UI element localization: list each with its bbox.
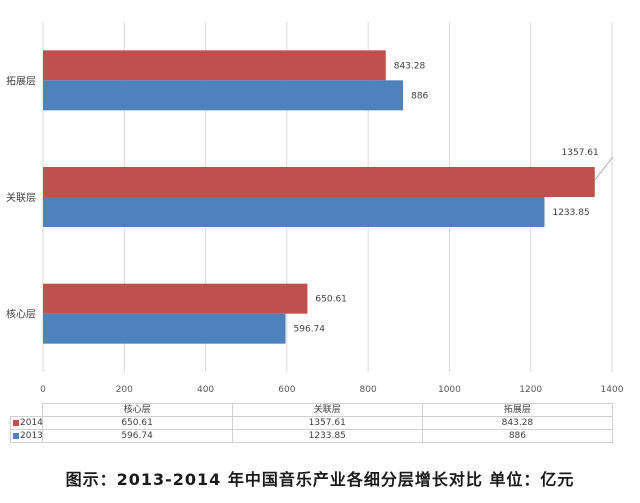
leader-line bbox=[594, 156, 614, 181]
data-label: 1357.61 bbox=[562, 148, 599, 158]
data-label: 886 bbox=[411, 91, 428, 101]
data-label: 1233.85 bbox=[552, 208, 589, 218]
data-labels: 650.61 596.74 1357.61 1233.85 843.28 886 bbox=[294, 61, 614, 335]
legend-entry-2014: 2014 bbox=[10, 416, 43, 430]
legend-label: 2013 bbox=[20, 431, 43, 441]
x-tick-label: 0 bbox=[40, 385, 46, 395]
data-table: 核心层 关联层 拓展层 2014 650.61 1357.61 843.28 2… bbox=[10, 403, 614, 443]
x-tick-label: 1000 bbox=[438, 385, 461, 395]
table-cell: 650.61 bbox=[41, 416, 233, 430]
bar-2013 bbox=[43, 197, 545, 227]
legend-swatch bbox=[13, 432, 19, 439]
data-label: 843.28 bbox=[394, 61, 426, 71]
figure-caption: 图示：2013-2014 年中国音乐产业各细分层增长对比 单位：亿元 bbox=[65, 470, 575, 489]
table-row: 2014 650.61 1357.61 843.28 bbox=[10, 416, 614, 430]
category-label: 核心层 bbox=[6, 308, 36, 321]
x-tick-label: 1400 bbox=[601, 385, 624, 395]
x-tick-labels: 0 200 400 600 800 1000 1200 1400 bbox=[40, 385, 624, 395]
legend-entry-2013: 2013 bbox=[10, 429, 43, 443]
x-tick-label: 800 bbox=[360, 385, 377, 395]
table-header: 核心层 bbox=[41, 403, 233, 417]
bar-2013 bbox=[43, 313, 286, 344]
bar-2014 bbox=[43, 283, 308, 314]
table-header: 拓展层 bbox=[421, 403, 614, 417]
legend-swatch bbox=[13, 419, 19, 426]
bar-2013 bbox=[43, 80, 404, 111]
table-cell: 843.28 bbox=[421, 416, 614, 430]
table-cell: 886 bbox=[421, 429, 614, 443]
bar-2014 bbox=[43, 167, 595, 197]
table-header-row: 核心层 关联层 拓展层 bbox=[11, 403, 614, 417]
table-cell: 1233.85 bbox=[231, 429, 423, 443]
table-row: 2013 596.74 1233.85 886 bbox=[10, 429, 614, 443]
bars bbox=[43, 50, 595, 344]
bar-chart: 650.61 596.74 1357.61 1233.85 843.28 886 核心层 关… bbox=[6, 22, 624, 395]
table-cell: 596.74 bbox=[41, 429, 233, 443]
bar-2014 bbox=[43, 50, 386, 81]
x-tick-label: 400 bbox=[197, 385, 214, 395]
x-tick-label: 200 bbox=[116, 385, 133, 395]
category-label: 拓展层 bbox=[6, 75, 36, 87]
x-tick-label: 1200 bbox=[519, 385, 542, 395]
category-label: 关联层 bbox=[6, 191, 36, 204]
data-label: 650.61 bbox=[315, 295, 347, 305]
table-cell: 1357.61 bbox=[231, 416, 423, 430]
legend-label: 2014 bbox=[20, 418, 43, 428]
x-tick-label: 600 bbox=[278, 385, 295, 395]
data-label: 596.74 bbox=[294, 325, 326, 335]
table-header: 关联层 bbox=[231, 403, 423, 417]
table-corner bbox=[11, 404, 43, 417]
